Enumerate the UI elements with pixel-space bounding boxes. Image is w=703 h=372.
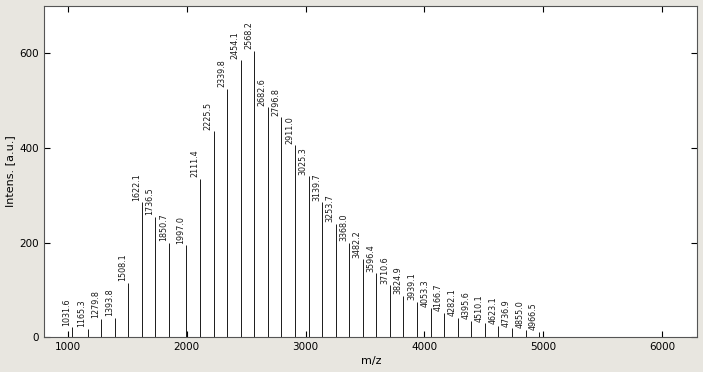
Text: 3939.1: 3939.1 — [407, 273, 416, 301]
Text: 1736.5: 1736.5 — [146, 187, 155, 215]
Text: 1622.1: 1622.1 — [132, 173, 141, 201]
Text: 4855.0: 4855.0 — [516, 301, 525, 328]
Text: 4736.9: 4736.9 — [502, 299, 511, 327]
Text: 2568.2: 2568.2 — [244, 21, 253, 49]
Text: 2682.6: 2682.6 — [258, 78, 267, 106]
Y-axis label: Intens. [a.u.]: Intens. [a.u.] — [6, 136, 15, 207]
Text: 3824.9: 3824.9 — [394, 266, 403, 294]
Text: 3253.7: 3253.7 — [325, 194, 335, 222]
Text: 2339.8: 2339.8 — [217, 60, 226, 87]
Text: 3025.3: 3025.3 — [299, 147, 307, 175]
Text: 1997.0: 1997.0 — [176, 216, 186, 244]
Text: 2111.4: 2111.4 — [190, 150, 199, 177]
Text: 3139.7: 3139.7 — [312, 173, 321, 201]
Text: 4623.1: 4623.1 — [489, 296, 497, 324]
Text: 2225.5: 2225.5 — [204, 102, 212, 130]
X-axis label: m/z: m/z — [361, 356, 381, 366]
Text: 1393.8: 1393.8 — [105, 288, 114, 316]
Text: 4966.5: 4966.5 — [529, 302, 538, 330]
Text: 2911.0: 2911.0 — [285, 116, 294, 144]
Text: 4510.1: 4510.1 — [475, 294, 484, 322]
Text: 1165.3: 1165.3 — [77, 300, 86, 327]
Text: 3482.2: 3482.2 — [353, 230, 362, 258]
Text: 4282.1: 4282.1 — [448, 288, 457, 316]
Text: 3710.6: 3710.6 — [380, 256, 389, 284]
Text: 4166.7: 4166.7 — [434, 284, 443, 311]
Text: 2454.1: 2454.1 — [231, 31, 240, 59]
Text: 4053.3: 4053.3 — [420, 279, 430, 307]
Text: 1508.1: 1508.1 — [118, 254, 127, 282]
Text: 3596.4: 3596.4 — [366, 244, 375, 272]
Text: 1031.6: 1031.6 — [62, 298, 71, 326]
Text: 3368.0: 3368.0 — [340, 214, 348, 241]
Text: 1850.7: 1850.7 — [159, 214, 168, 241]
Text: 2796.8: 2796.8 — [271, 88, 280, 116]
Text: 1279.8: 1279.8 — [91, 290, 101, 318]
Text: 4395.6: 4395.6 — [461, 292, 470, 320]
